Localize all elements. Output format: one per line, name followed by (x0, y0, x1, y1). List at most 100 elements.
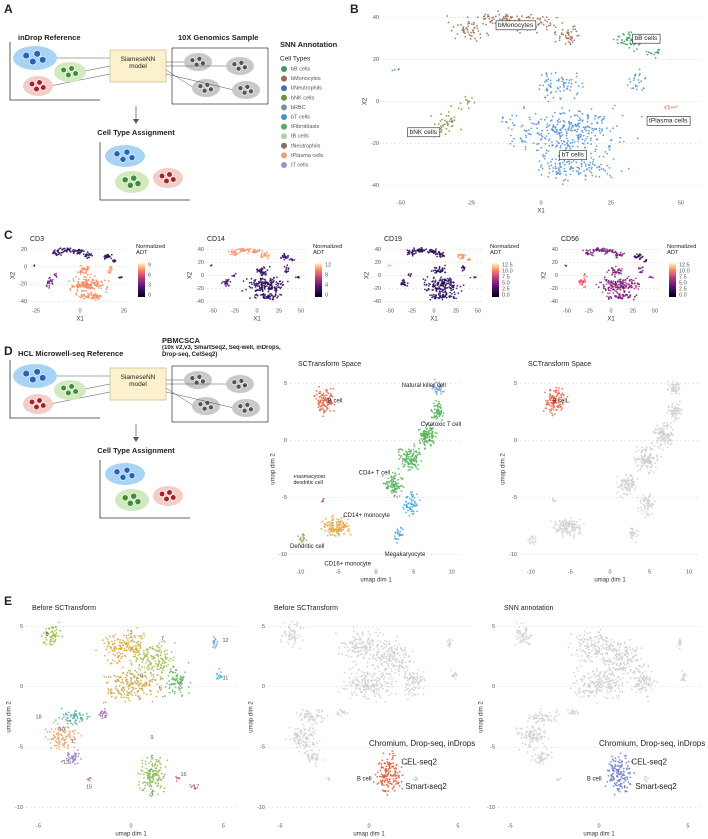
cell-point (153, 657, 156, 660)
cell-point (542, 23, 545, 26)
cell-point (170, 657, 172, 660)
cell-point (411, 251, 414, 254)
cell-point (530, 127, 533, 130)
cell-point (81, 295, 84, 298)
cell-point (449, 282, 452, 285)
cell-point (673, 383, 675, 386)
cell-icon (248, 88, 254, 95)
cell-point (617, 42, 619, 45)
cell-point (441, 419, 444, 421)
annotation: Plasmacytoid dendritic cell (293, 474, 325, 486)
sample-box (171, 47, 269, 105)
cell-point (417, 464, 420, 466)
cell-point (434, 294, 437, 297)
cell-point (326, 388, 329, 391)
cell-point (527, 538, 529, 541)
cell-point (348, 528, 350, 530)
cell-point (443, 267, 446, 270)
cell-point (548, 145, 551, 147)
cell-point (657, 445, 660, 448)
cell-point (630, 528, 632, 530)
cell-point (635, 286, 637, 289)
cell-point (268, 283, 271, 286)
cell-point (619, 136, 622, 139)
cell-point (601, 118, 604, 120)
cell-point (422, 278, 425, 280)
cell-point (436, 432, 438, 435)
cell-point (658, 429, 661, 432)
cell-point (114, 650, 117, 652)
cell-point (159, 648, 161, 651)
cell-point (135, 641, 138, 644)
cell-point (567, 37, 570, 40)
cell-icon (33, 403, 40, 411)
cell-point (123, 689, 126, 691)
cell-icon (235, 383, 242, 390)
cell-point (636, 283, 639, 286)
cell-point (567, 40, 570, 43)
cell-point (551, 144, 553, 147)
cell-point (103, 257, 106, 260)
cell-point (646, 502, 648, 505)
cell-point (476, 16, 479, 19)
cell-point (632, 481, 635, 484)
cell-point (58, 248, 61, 250)
cell-point (228, 284, 230, 287)
cell-point (545, 400, 547, 402)
cell-icon (33, 368, 41, 376)
cell-point (338, 534, 340, 537)
cell-point (580, 160, 583, 162)
cell-point (424, 440, 427, 443)
cell-point (46, 281, 49, 284)
cell-point (679, 400, 681, 403)
cell-point (123, 634, 125, 637)
cell-point (553, 111, 556, 114)
cell-point (439, 383, 442, 386)
cell-point (268, 265, 271, 268)
cell-point (615, 482, 618, 484)
cell-point (560, 131, 563, 134)
cell-point (51, 280, 53, 283)
cell-point (571, 138, 574, 141)
cell-point (578, 528, 581, 531)
cell-point (425, 289, 428, 292)
cell-point (324, 396, 327, 399)
cell-point (120, 657, 122, 660)
cell-point (127, 629, 129, 632)
cell-point (258, 287, 261, 290)
cell-point (561, 80, 563, 83)
annotation: B cell (552, 399, 567, 405)
cell-point (144, 671, 147, 674)
cell-point (440, 129, 443, 131)
cell-point (587, 252, 590, 255)
cell-point (531, 537, 534, 540)
cell-point (605, 283, 608, 286)
cell-point (330, 522, 333, 525)
cell-point (411, 509, 414, 512)
cell-point (552, 124, 555, 126)
cell-point (548, 24, 550, 27)
cell-point (636, 496, 639, 499)
cell-point (42, 632, 45, 634)
cell-point (609, 295, 612, 298)
cell-point (536, 17, 539, 20)
cell-point (553, 397, 556, 399)
cell-point (423, 429, 426, 432)
cell-point (546, 87, 548, 90)
cell-point (103, 279, 106, 282)
cell-point (650, 276, 652, 279)
cell-point (619, 289, 622, 291)
cell-point (566, 141, 569, 144)
cell-point (322, 500, 324, 502)
cell-point (585, 168, 588, 171)
x-tick-label: -50 (209, 308, 217, 314)
cell-point (141, 637, 144, 640)
cell-point (250, 277, 253, 280)
cell-point (52, 632, 54, 634)
cell-point (323, 399, 325, 402)
panel-label: A (4, 2, 13, 16)
cell-point (663, 422, 666, 424)
cell-point (404, 454, 407, 456)
cell-point (333, 403, 336, 406)
cell-point (43, 641, 46, 643)
